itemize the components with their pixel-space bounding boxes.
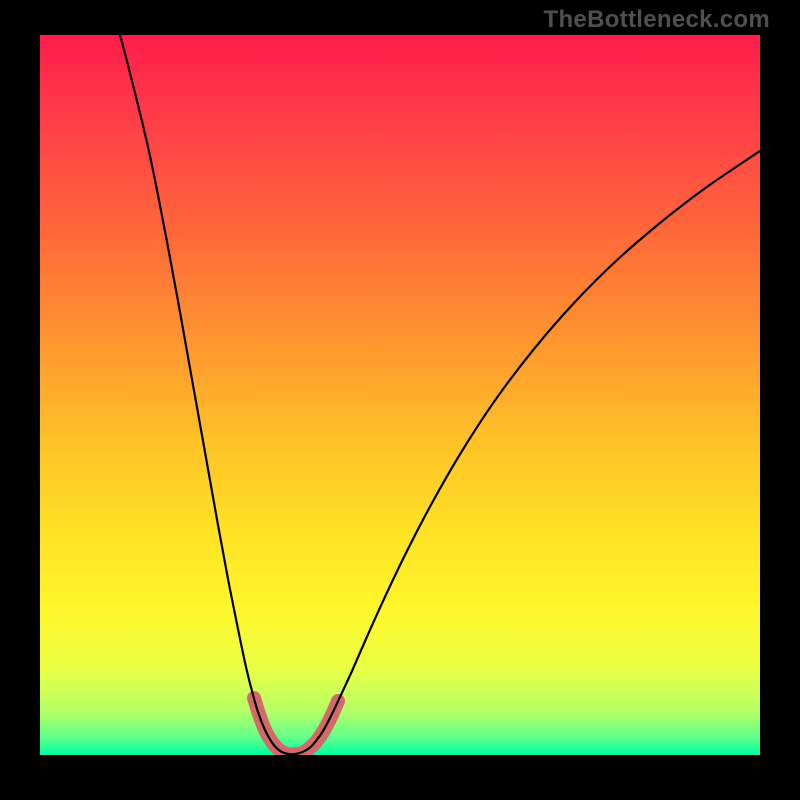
- chart-container: TheBottleneck.com: [0, 0, 800, 800]
- bottleneck-curve: [120, 35, 760, 754]
- watermark-text: TheBottleneck.com: [544, 6, 770, 34]
- curve-overlay: [0, 0, 800, 800]
